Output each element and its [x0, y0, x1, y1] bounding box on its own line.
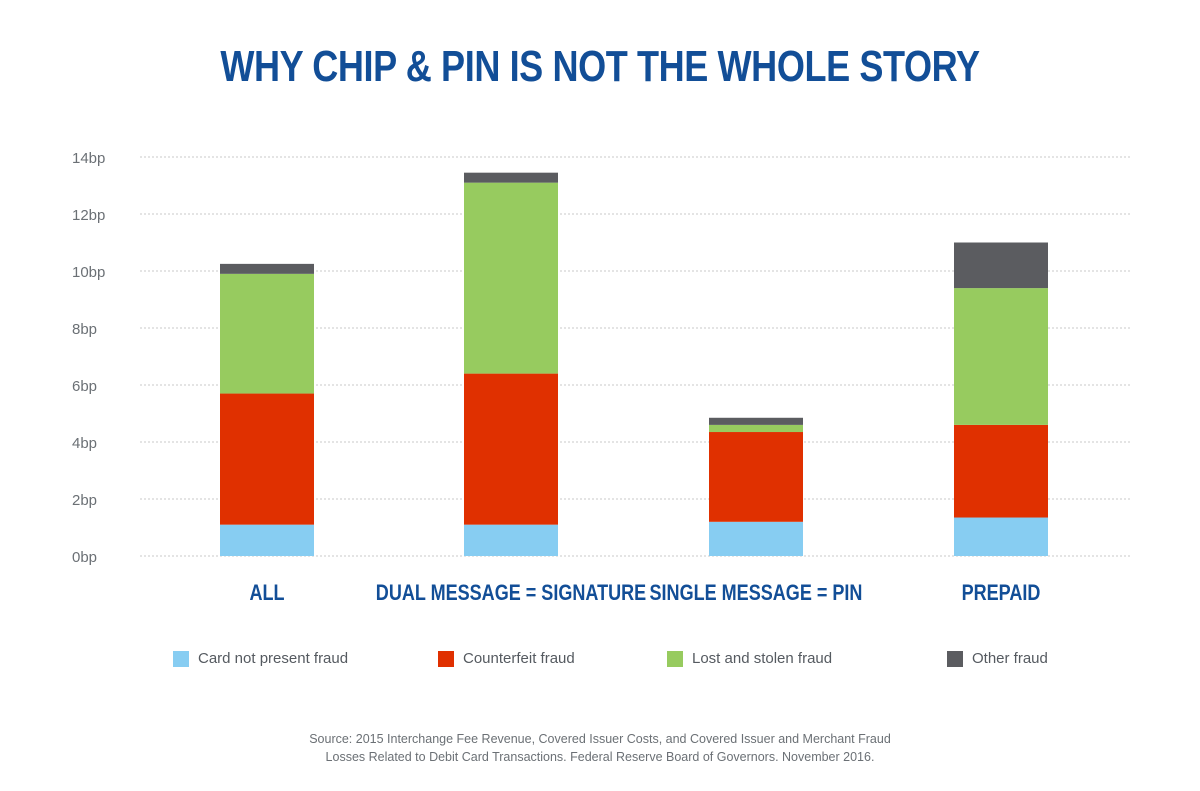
legend-swatch-counterfeit: [438, 650, 454, 667]
legend-label-lost-stolen: Lost and stolen fraud: [692, 650, 833, 667]
x-category-label: PREPAID: [962, 581, 1041, 605]
source-note: Source: 2015 Interchange Fee Revenue, Co…: [0, 730, 1200, 766]
bar-segment: [954, 517, 1048, 556]
legend: Card not present fraud Counterfeit fraud…: [0, 650, 1200, 674]
bar-segment: [954, 424, 1048, 518]
x-category-label: SINGLE MESSAGE = PIN: [650, 581, 863, 605]
legend-label-counterfeit: Counterfeit fraud: [463, 650, 575, 667]
legend-swatch-other: [947, 650, 963, 667]
bar-segment: [220, 393, 314, 525]
legend-item-card-not-present: Card not present fraud: [173, 650, 348, 667]
bar-segment: [464, 373, 558, 525]
bar-segment: [220, 263, 314, 274]
y-tick-label: 12bp: [72, 207, 105, 224]
bar-segment: [464, 172, 558, 183]
legend-item-other: Other fraud: [947, 650, 1048, 667]
chart-title: WHY CHIP & PIN IS NOT THE WHOLE STORY: [220, 42, 980, 91]
y-tick-label: 4bp: [72, 435, 97, 452]
legend-item-counterfeit: Counterfeit fraud: [438, 650, 575, 667]
legend-item-lost-stolen: Lost and stolen fraud: [667, 650, 832, 667]
bar-segment: [464, 182, 558, 374]
bar-segment: [709, 521, 803, 556]
y-tick-label: 2bp: [72, 492, 97, 509]
stacked-bar-chart: 0bp 2bp 4bp 6bp 8bp 10bp 12bp 14bp ALL DUAL MESSA…: [72, 150, 1130, 605]
legend-swatch-lost-stolen: [667, 650, 683, 667]
bar-segment: [709, 417, 803, 425]
source-line-1: Source: 2015 Interchange Fee Revenue, Co…: [309, 732, 891, 746]
y-tick-label: 0bp: [72, 549, 97, 566]
legend-label-card-not-present: Card not present fraud: [198, 650, 349, 667]
bar-segment: [709, 432, 803, 522]
bar-segment: [954, 242, 1048, 289]
legend-swatch-card-not-present: [173, 650, 189, 667]
y-tick-label: 8bp: [72, 321, 97, 338]
bar-segment: [709, 424, 803, 433]
y-tick-label: 6bp: [72, 378, 97, 395]
bar-segment: [954, 288, 1048, 425]
x-category-label: DUAL MESSAGE = SIGNATURE: [376, 581, 646, 605]
bar-segment: [220, 273, 314, 394]
y-tick-label: 14bp: [72, 150, 105, 167]
legend-label-other: Other fraud: [972, 650, 1048, 667]
x-category-label: ALL: [249, 581, 284, 605]
bar-segment: [220, 524, 314, 556]
source-line-2: Losses Related to Debit Card Transaction…: [325, 750, 875, 764]
y-tick-label: 10bp: [72, 264, 105, 281]
bar-segment: [464, 524, 558, 556]
